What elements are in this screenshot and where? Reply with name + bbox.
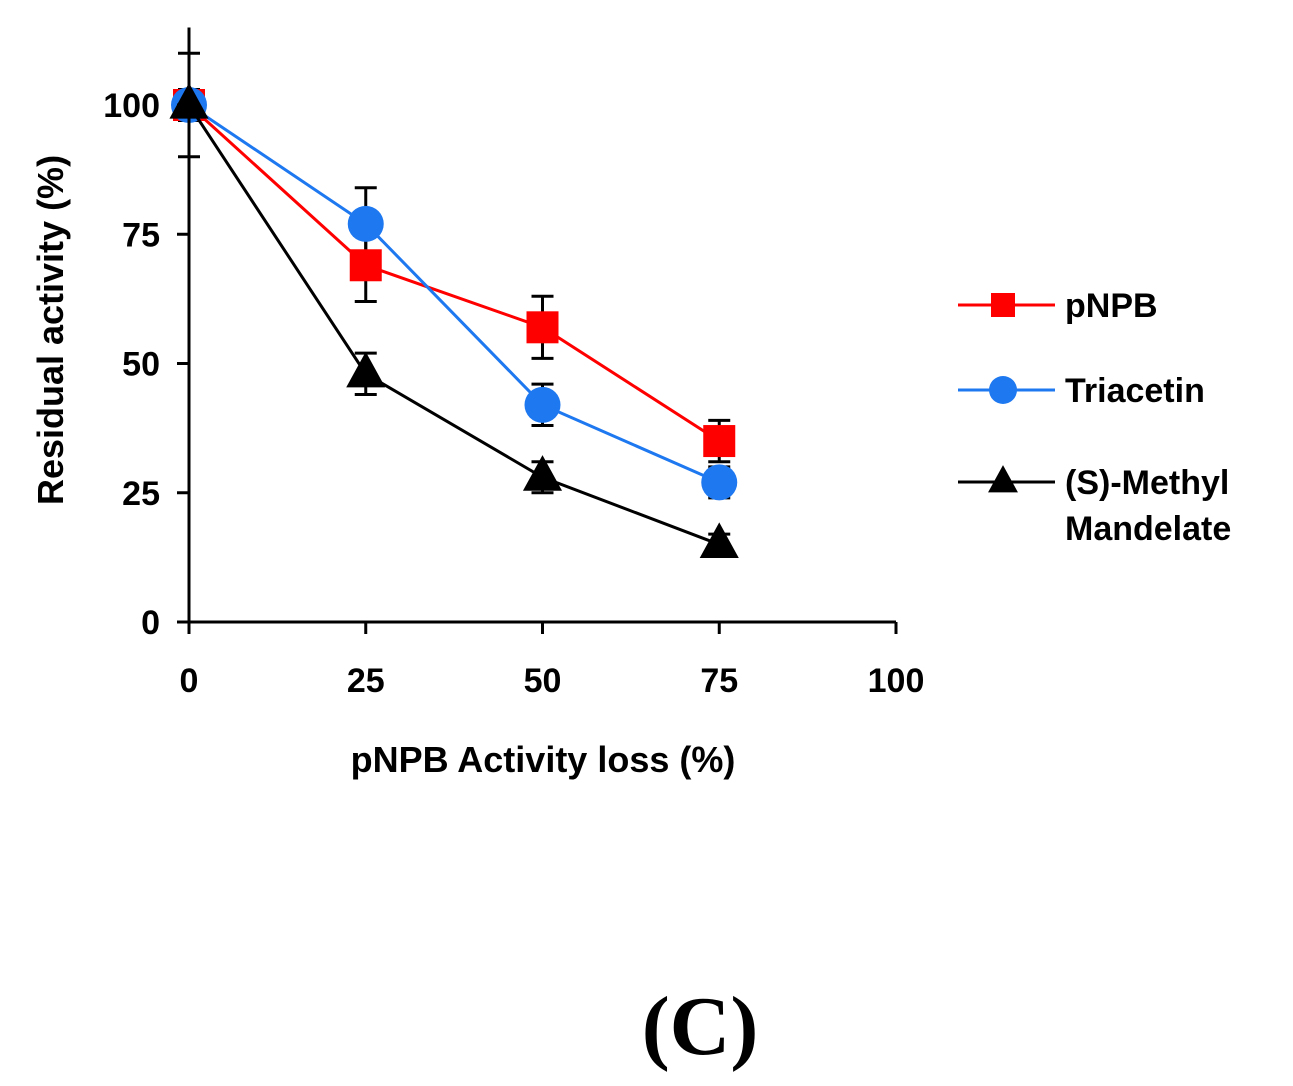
data-point-marker xyxy=(701,464,738,501)
y-tick-label: 0 xyxy=(141,604,160,642)
series-line xyxy=(188,103,720,484)
data-point-marker xyxy=(349,249,382,282)
data-point-marker xyxy=(699,522,739,559)
legend-item: pNPB xyxy=(958,287,1158,325)
ticks-layer: 0 25 50 75 100 0 25 50 75 100 xyxy=(103,87,924,700)
data-point-marker xyxy=(346,351,386,388)
series-1 xyxy=(173,89,736,458)
x-tick-label: 0 xyxy=(180,662,199,700)
data-point-marker xyxy=(703,425,736,458)
x-tick-label: 75 xyxy=(700,662,738,700)
series-2 xyxy=(171,87,738,501)
data-point-marker xyxy=(522,455,563,491)
legend-label: (S)-Methyl xyxy=(1065,464,1229,502)
data-point-marker xyxy=(347,205,384,242)
y-tick-label: 100 xyxy=(103,87,160,125)
data-point-marker xyxy=(524,386,561,423)
x-tick-label: 50 xyxy=(524,662,562,700)
y-tick-label: 25 xyxy=(122,475,160,513)
legend-swatch-marker xyxy=(991,293,1015,317)
series-line xyxy=(187,104,720,546)
y-tick-label: 75 xyxy=(122,216,160,254)
series-3 xyxy=(169,82,739,559)
legend: pNPB Triacetin (S)-Methyl Mandelate xyxy=(958,287,1231,548)
x-tick-label: 100 xyxy=(868,662,925,700)
panel-label: (C) xyxy=(641,980,759,1073)
legend-swatch-marker xyxy=(989,376,1017,404)
y-tick-label: 50 xyxy=(122,346,160,384)
x-tick-label: 25 xyxy=(347,662,385,700)
legend-swatch-marker xyxy=(988,465,1018,493)
legend-label: Mandelate xyxy=(1065,510,1231,548)
error-bars-layer xyxy=(178,51,731,557)
legend-item: (S)-Methyl Mandelate xyxy=(958,464,1231,548)
legend-label: pNPB xyxy=(1065,287,1158,325)
data-point-marker xyxy=(526,311,559,344)
legend-label: Triacetin xyxy=(1065,372,1205,410)
y-axis-title: Residual activity (%) xyxy=(30,155,71,505)
series-line xyxy=(187,103,721,443)
series-layer xyxy=(169,82,739,559)
x-axis-title: pNPB Activity loss (%) xyxy=(351,739,736,780)
legend-item: Triacetin xyxy=(958,372,1205,410)
